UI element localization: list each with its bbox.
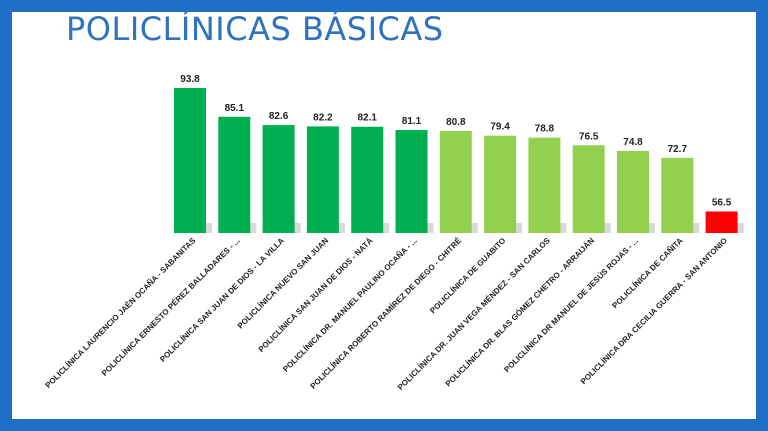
bar (484, 135, 517, 233)
category-label: POLICLÍNICA DR. JUAN VEGA MÉNDEZ - SAN C… (396, 236, 552, 392)
bar (174, 88, 206, 233)
bar (572, 145, 605, 233)
bar (262, 125, 295, 233)
bar (439, 131, 472, 233)
category-label: POLICLÍNICA DRA CECILIA GUERRA - SAN ANT… (579, 236, 729, 386)
category-label: POLICLÍNICA ROBERTO RAMÍREZ DE DIEGO - C… (309, 236, 464, 391)
data-label: 93.8 (180, 74, 200, 85)
bar (528, 137, 561, 233)
category-label: POLICLÍNICA DE GUABITO (428, 236, 507, 315)
data-label: 56.5 (712, 197, 732, 208)
data-label: 76.5 (579, 131, 599, 142)
bar (617, 150, 649, 233)
data-label: 82.6 (269, 111, 289, 122)
bar (351, 126, 384, 233)
bar (705, 211, 738, 233)
category-label: POLICLÍNICA DE CAÑITA (610, 236, 684, 310)
category-label: POLICLÍNICA DR. BLAS GÓMEZ CHETRO - ARRA… (444, 236, 597, 389)
slide-title: POLICLÍNICAS BÁSICAS (66, 10, 444, 48)
data-label: 81.1 (402, 116, 422, 127)
data-label: 80.8 (446, 117, 466, 128)
bar (661, 157, 694, 233)
bar (306, 126, 339, 233)
data-label: 85.1 (225, 103, 245, 114)
data-label: 82.1 (357, 113, 377, 124)
category-label: POLICLÍNICA LAURENCIO JAÉN OCAÑA - SABAN… (44, 236, 198, 390)
category-label: POLICLÍNICA NUEVO SAN JUAN (236, 236, 331, 331)
data-label: 74.8 (623, 137, 643, 148)
data-label: 79.4 (490, 122, 510, 133)
data-label: 82.2 (313, 112, 333, 123)
bar (395, 130, 428, 233)
bar (218, 116, 251, 233)
data-label: 72.7 (668, 144, 688, 155)
data-label: 78.8 (535, 124, 555, 135)
